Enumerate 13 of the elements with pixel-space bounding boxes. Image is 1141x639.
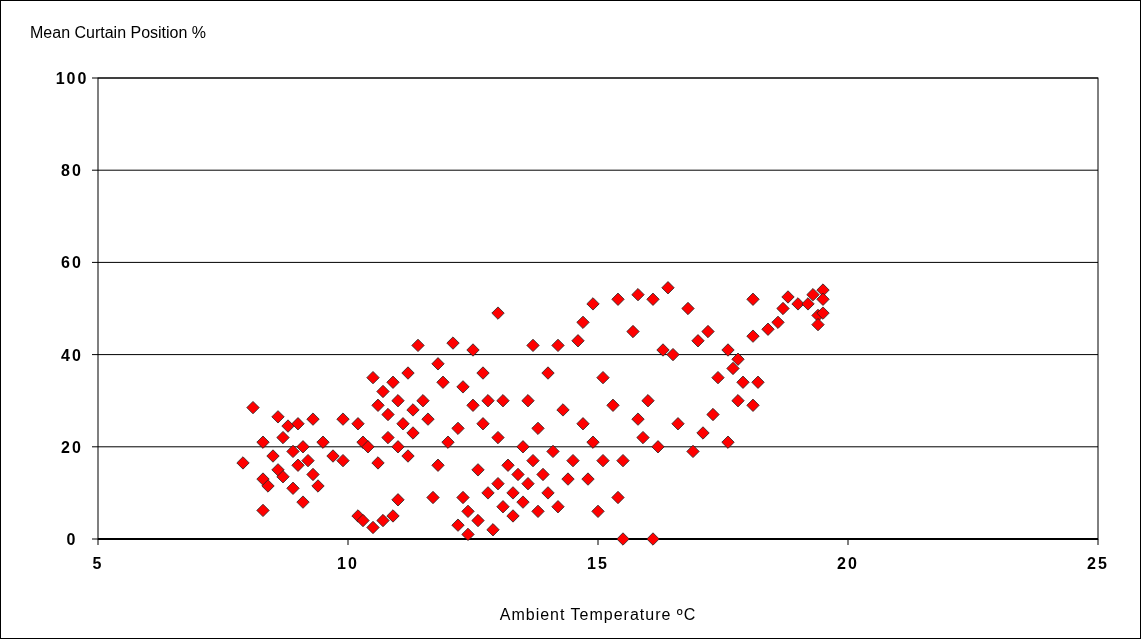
y-tick-label: 0 (66, 531, 78, 548)
x-tick-label: 20 (837, 555, 859, 572)
x-axis-title: Ambient Temperature ºC (499, 606, 697, 623)
x-tick-label: 5 (92, 555, 104, 572)
y-axis-title: Mean Curtain Position % (30, 24, 207, 41)
x-tick-label: 15 (587, 555, 609, 572)
y-tick-label: 60 (61, 254, 83, 272)
x-tick-label: 25 (1087, 555, 1109, 572)
x-tick-label: 10 (337, 555, 359, 572)
y-tick-label: 80 (61, 162, 83, 180)
y-tick-label: 20 (61, 438, 83, 456)
y-tick-label: 40 (61, 346, 83, 364)
y-tick-label: 100 (55, 70, 89, 87)
